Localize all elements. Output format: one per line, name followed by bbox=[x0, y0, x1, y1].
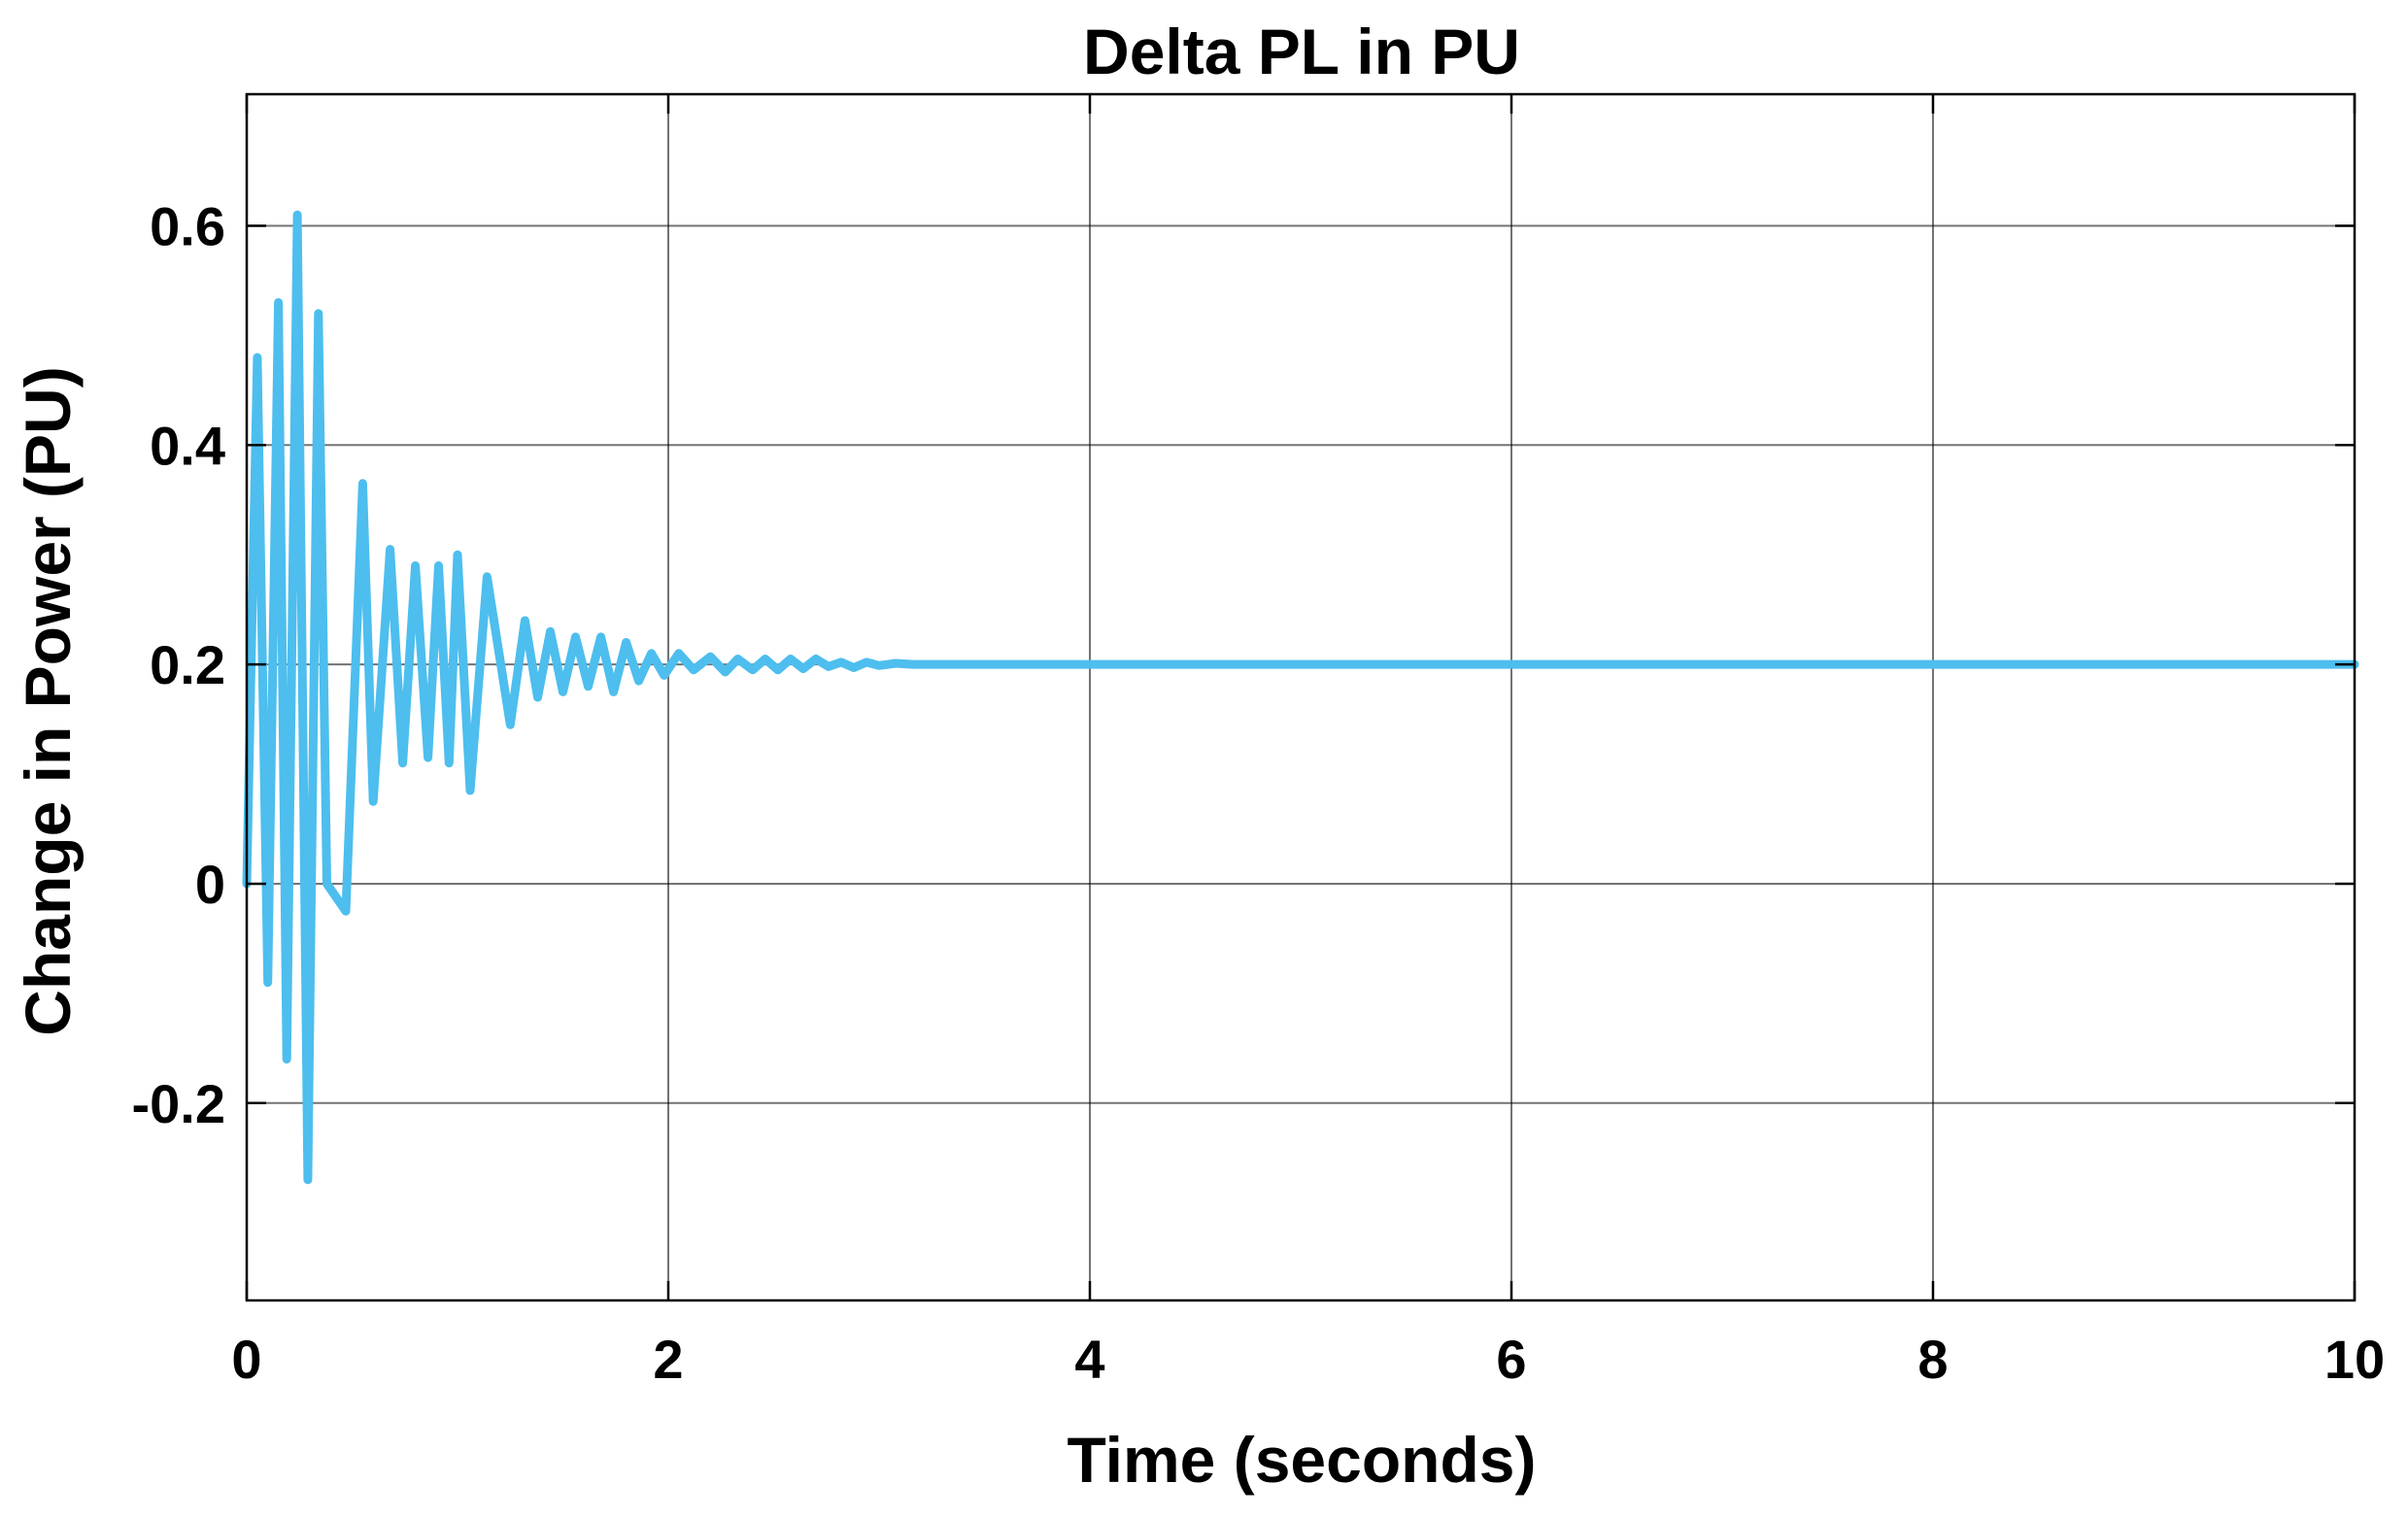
series-layer bbox=[242, 210, 2359, 1185]
y-tick-label: 0 bbox=[195, 854, 225, 915]
y-tick-label: -0.2 bbox=[132, 1073, 226, 1134]
series-line-0 bbox=[242, 210, 2359, 1185]
y-axis-label: Change in Power (PU) bbox=[12, 366, 84, 1035]
x-tick-label: 2 bbox=[653, 1329, 683, 1390]
x-tick-label: 4 bbox=[1074, 1329, 1104, 1390]
x-tick-labels: 0 2 4 6 8 10 bbox=[231, 1329, 2385, 1390]
y-tick-label: 0.4 bbox=[150, 415, 225, 476]
x-axis-label: Time (seconds) bbox=[1068, 1424, 1537, 1496]
y-tick-label: 0.6 bbox=[150, 195, 225, 256]
x-tick-label: 0 bbox=[231, 1329, 261, 1390]
plot-frame bbox=[245, 92, 2357, 1302]
x-tick-label: 6 bbox=[1496, 1329, 1526, 1390]
y-tick-label: 0.2 bbox=[150, 634, 225, 695]
x-tick-label: 10 bbox=[2324, 1329, 2385, 1390]
x-tick-label: 8 bbox=[1917, 1329, 1948, 1390]
y-tick-labels: -0.2 0 0.2 0.4 0.6 bbox=[132, 195, 226, 1133]
chart-title: Delta PL in PU bbox=[1083, 16, 1520, 87]
